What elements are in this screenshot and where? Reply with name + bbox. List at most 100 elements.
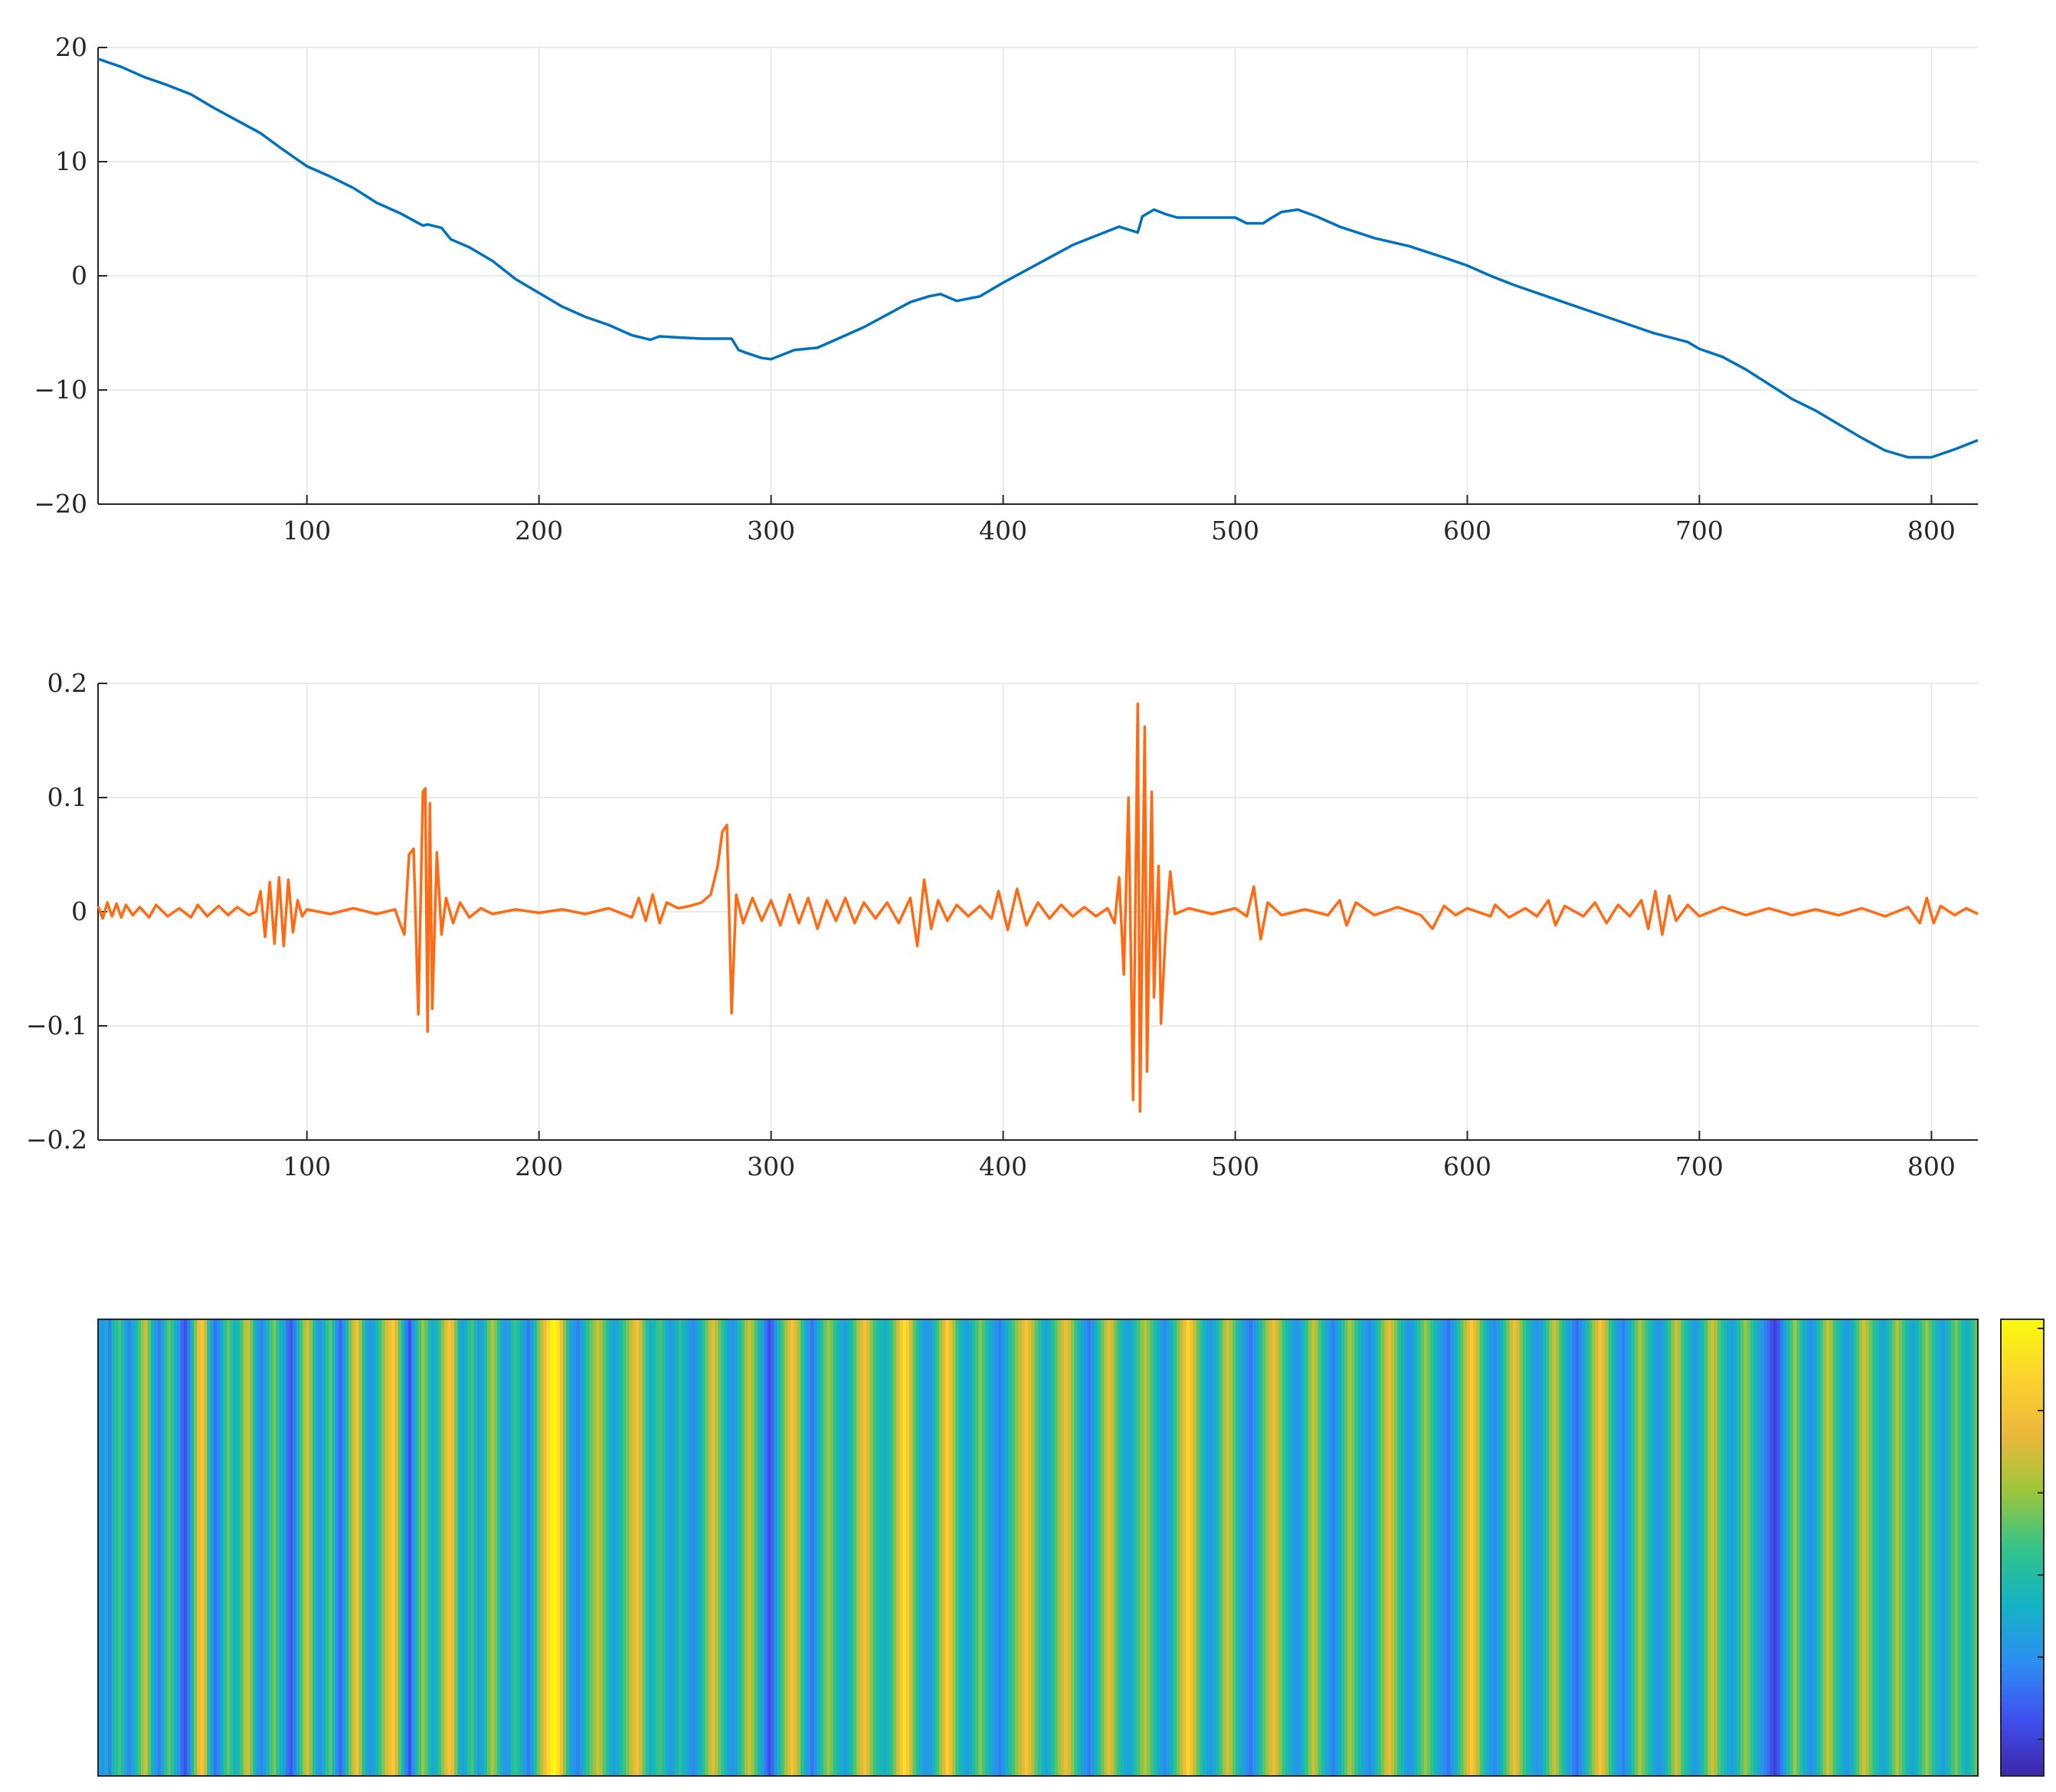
heatmap-cell [1855, 1319, 1860, 1776]
heatmap-cell [127, 1319, 132, 1776]
heatmap-cell [1941, 1319, 1946, 1776]
heatmap-cell [1061, 1319, 1066, 1776]
heatmap-cell [111, 1319, 116, 1776]
heatmap-cell [1958, 1319, 1963, 1776]
heatmap-cell [398, 1319, 402, 1776]
heatmap-cell [1766, 1319, 1771, 1776]
heatmap-cell [1067, 1319, 1072, 1776]
heatmap-cell [473, 1319, 478, 1776]
heatmap-cell [758, 1319, 761, 1776]
heatmap-cell [1209, 1319, 1213, 1776]
heatmap-cell [1503, 1319, 1507, 1776]
heatmap-cell [1631, 1319, 1635, 1776]
heatmap-cell [1720, 1319, 1725, 1776]
heatmap-cell [506, 1319, 511, 1776]
heatmap-cell [1397, 1319, 1402, 1776]
heatmap-cell [559, 1319, 564, 1776]
heatmap-cell [1351, 1319, 1355, 1776]
heatmap-cell [539, 1319, 544, 1776]
heatmap-cell [536, 1319, 541, 1776]
heatmap-cell [1835, 1319, 1840, 1776]
heatmap-cell [1773, 1319, 1777, 1776]
heatmap-cell [1806, 1319, 1811, 1776]
heatmap-cell [1559, 1319, 1563, 1776]
heatmap-cell [1968, 1319, 1972, 1776]
heatmap-cell [187, 1319, 192, 1776]
heatmap-cell [487, 1319, 491, 1776]
heatmap-cell [1842, 1319, 1847, 1776]
heatmap-cell [619, 1319, 624, 1776]
heatmap-cell [447, 1319, 452, 1776]
heatmap-cell [1747, 1319, 1751, 1776]
heatmap-cell [1819, 1319, 1824, 1776]
heatmap-cell [1272, 1319, 1276, 1776]
heatmap-cell [1618, 1319, 1622, 1776]
heatmap-cell [1256, 1319, 1260, 1776]
heatmap-cell [1203, 1319, 1207, 1776]
heatmap-cell [296, 1319, 300, 1776]
heatmap-cell [269, 1319, 273, 1776]
heatmap-cell [856, 1319, 861, 1776]
heatmap-cell [1292, 1319, 1296, 1776]
heatmap-cell [368, 1319, 372, 1776]
heatmap-cell [622, 1319, 627, 1776]
heatmap-cell [220, 1319, 224, 1776]
heatmap-cell [480, 1319, 485, 1776]
heatmap-cell [1137, 1319, 1141, 1776]
heatmap-cell [543, 1319, 548, 1776]
heatmap-cell [1347, 1319, 1352, 1776]
heatmap-cell [569, 1319, 574, 1776]
heatmap-cell [1407, 1319, 1412, 1776]
heatmap-cell [440, 1319, 445, 1776]
heatmap-cell [167, 1319, 172, 1776]
heatmap-cell [827, 1319, 831, 1776]
heatmap-cell [1223, 1319, 1226, 1776]
heatmap-cell [1691, 1319, 1695, 1776]
heatmap-cell [1582, 1319, 1586, 1776]
heatmap-cell [1123, 1319, 1128, 1776]
heatmap-cell [306, 1319, 310, 1776]
heatmap-cell [349, 1319, 353, 1776]
heatmap-cell [1964, 1319, 1969, 1776]
heatmap-cell [332, 1319, 336, 1776]
heatmap-cell [246, 1319, 250, 1776]
heatmap-cell [391, 1319, 396, 1776]
heatmap-cell [576, 1319, 581, 1776]
heatmap-cell [1529, 1319, 1534, 1776]
heatmap-cell [556, 1319, 561, 1776]
heatmap-cell [1440, 1319, 1445, 1776]
heatmap-cell [922, 1319, 927, 1776]
heatmap-cell [1173, 1319, 1177, 1776]
heatmap-cell [781, 1319, 785, 1776]
heatmap-cell [807, 1319, 811, 1776]
heatmap-cell [1249, 1319, 1253, 1776]
heatmap-cell [1044, 1319, 1049, 1776]
heatmap-cell [615, 1319, 620, 1776]
heatmap-cell [961, 1319, 966, 1776]
heatmap-cell [1186, 1319, 1190, 1776]
heatmap-cell [882, 1319, 887, 1776]
heatmap-cell [1845, 1319, 1850, 1776]
x-tick-label: 200 [515, 516, 563, 545]
heatmap-cell [612, 1319, 617, 1776]
heatmap-cell [1071, 1319, 1075, 1776]
x-tick-label: 800 [1907, 1152, 1956, 1181]
heatmap-cell [1898, 1319, 1903, 1776]
heatmap-cell [1802, 1319, 1807, 1776]
heatmap-cell [685, 1319, 689, 1776]
x-tick-label: 500 [1211, 1152, 1259, 1181]
heatmap-cell [434, 1319, 439, 1776]
heatmap-cell [938, 1319, 943, 1776]
heatmap-cell [925, 1319, 930, 1776]
heatmap-cell [503, 1319, 508, 1776]
x-tick-label: 700 [1675, 516, 1724, 545]
heatmap-cell [1796, 1319, 1801, 1776]
heatmap-cell [1206, 1319, 1210, 1776]
heatmap-cell [259, 1319, 264, 1776]
heatmap-cell [147, 1319, 152, 1776]
heatmap-cell [1908, 1319, 1913, 1776]
heatmap-cell [711, 1319, 715, 1776]
heatmap-cell [279, 1319, 283, 1776]
heatmap-cell [1954, 1319, 1959, 1776]
